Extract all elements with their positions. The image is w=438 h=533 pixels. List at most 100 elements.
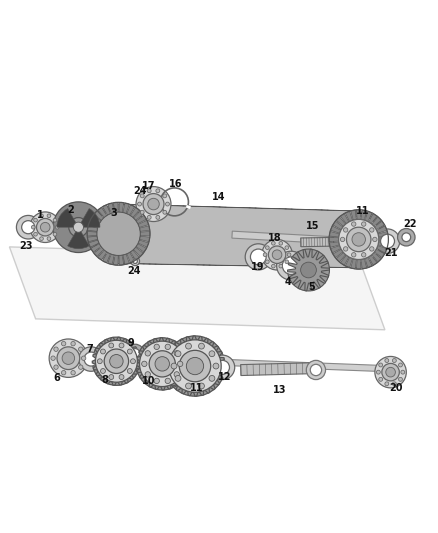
Circle shape [149, 351, 175, 377]
Circle shape [40, 237, 43, 240]
Circle shape [283, 257, 300, 274]
Circle shape [174, 351, 180, 356]
Circle shape [198, 383, 205, 389]
Circle shape [53, 202, 104, 253]
Circle shape [340, 237, 345, 241]
Wedge shape [91, 244, 101, 252]
Wedge shape [98, 207, 107, 217]
Wedge shape [67, 227, 89, 249]
Circle shape [300, 262, 316, 278]
Circle shape [375, 357, 406, 388]
Circle shape [155, 357, 170, 371]
Circle shape [385, 382, 389, 386]
Circle shape [138, 202, 141, 206]
Text: 13: 13 [272, 385, 286, 394]
Text: 10: 10 [142, 376, 156, 386]
Wedge shape [88, 240, 99, 247]
Circle shape [131, 257, 140, 265]
Wedge shape [329, 237, 339, 242]
Circle shape [156, 189, 160, 193]
Circle shape [69, 217, 88, 237]
Circle shape [288, 249, 329, 291]
Text: 3: 3 [110, 208, 117, 218]
Circle shape [163, 194, 167, 198]
Wedge shape [371, 255, 380, 263]
Wedge shape [97, 209, 105, 217]
Circle shape [215, 360, 230, 374]
Circle shape [78, 365, 83, 369]
Text: 6: 6 [53, 373, 60, 383]
Wedge shape [102, 205, 110, 215]
Circle shape [245, 244, 272, 270]
Text: 23: 23 [19, 240, 33, 251]
Circle shape [133, 259, 138, 263]
Wedge shape [94, 247, 103, 256]
Circle shape [40, 222, 50, 232]
Circle shape [57, 347, 80, 369]
Circle shape [343, 228, 348, 232]
Wedge shape [377, 246, 387, 253]
Wedge shape [375, 251, 383, 259]
Circle shape [140, 211, 144, 214]
Circle shape [141, 361, 147, 367]
Wedge shape [138, 220, 148, 228]
Circle shape [92, 337, 141, 385]
Circle shape [147, 189, 151, 193]
Text: 19: 19 [251, 262, 264, 272]
Wedge shape [381, 242, 387, 249]
Wedge shape [329, 231, 339, 237]
Wedge shape [87, 231, 97, 236]
Wedge shape [119, 255, 124, 265]
Wedge shape [331, 226, 341, 233]
Wedge shape [372, 217, 381, 227]
Wedge shape [113, 255, 118, 265]
Circle shape [373, 237, 377, 241]
Wedge shape [368, 214, 376, 221]
Circle shape [209, 351, 215, 357]
Circle shape [279, 264, 283, 268]
Wedge shape [329, 242, 339, 247]
Wedge shape [340, 255, 349, 265]
Wedge shape [140, 225, 150, 231]
Circle shape [285, 260, 289, 264]
Circle shape [343, 247, 348, 251]
Wedge shape [376, 221, 384, 229]
Circle shape [143, 193, 164, 215]
Circle shape [392, 382, 396, 386]
Circle shape [398, 229, 415, 246]
Wedge shape [379, 237, 389, 242]
Circle shape [79, 347, 103, 372]
Wedge shape [57, 208, 78, 227]
Wedge shape [131, 207, 139, 217]
Circle shape [131, 349, 140, 357]
Circle shape [127, 368, 132, 374]
Circle shape [40, 214, 43, 217]
Wedge shape [78, 208, 100, 227]
Text: 22: 22 [403, 219, 417, 229]
Circle shape [169, 340, 221, 392]
Circle shape [401, 370, 405, 374]
Wedge shape [365, 257, 372, 268]
Wedge shape [351, 259, 357, 269]
Text: 2: 2 [67, 205, 74, 215]
Wedge shape [359, 211, 366, 217]
Circle shape [148, 350, 176, 377]
Circle shape [402, 233, 411, 241]
Wedge shape [113, 203, 118, 212]
Circle shape [361, 222, 366, 227]
Circle shape [186, 358, 204, 375]
Circle shape [175, 351, 181, 357]
Text: 1: 1 [37, 210, 43, 220]
Circle shape [175, 375, 181, 381]
Text: 7: 7 [86, 344, 93, 354]
Text: 16: 16 [169, 180, 182, 189]
Wedge shape [88, 220, 99, 228]
Circle shape [145, 372, 150, 377]
Circle shape [265, 260, 269, 264]
Circle shape [277, 251, 305, 280]
Wedge shape [101, 206, 110, 214]
Polygon shape [301, 237, 334, 247]
Wedge shape [134, 211, 143, 220]
Wedge shape [102, 253, 110, 263]
Wedge shape [372, 216, 381, 224]
